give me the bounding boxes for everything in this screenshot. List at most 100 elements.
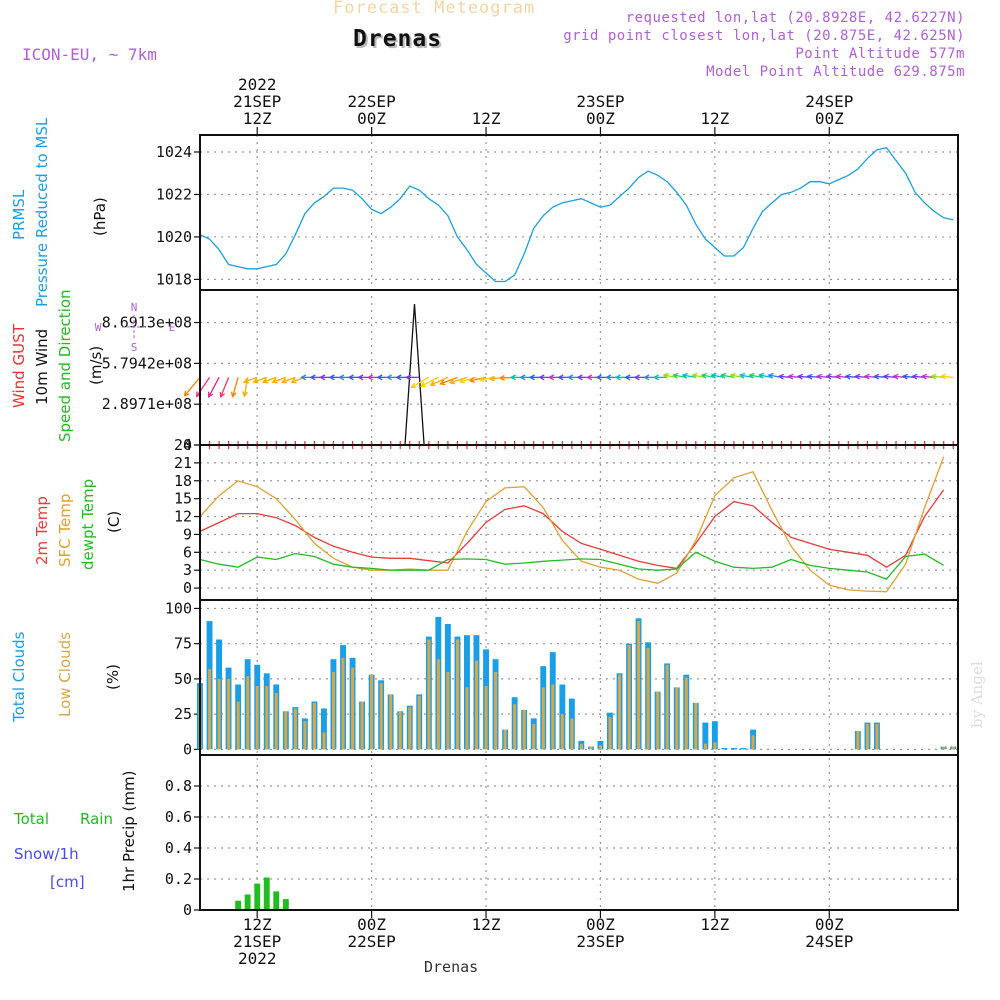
wind-arrow-head xyxy=(376,374,383,381)
top-time-label: 2022 xyxy=(238,75,277,94)
wind-arrow-head xyxy=(738,372,746,379)
footer-station: Drenas xyxy=(424,958,479,976)
cloud-low-bar xyxy=(875,724,879,750)
clouds-ytick-label: 0 xyxy=(183,740,192,758)
cloud-low-bar xyxy=(494,671,498,750)
wind-arrow xyxy=(232,377,239,397)
wind-arrow-head xyxy=(633,374,640,381)
wind-arrow-head xyxy=(488,375,495,382)
wind-arrow-head xyxy=(806,373,813,380)
cloud-total-bar xyxy=(731,748,737,750)
station-title: Drenas xyxy=(353,26,443,52)
cloud-low-bar xyxy=(274,693,278,750)
wind-arrow-head xyxy=(757,372,765,379)
temp-ytick-label: 3 xyxy=(183,561,192,579)
wind-arrow-head xyxy=(586,374,593,381)
rain-bar xyxy=(273,891,280,910)
cloud-low-bar xyxy=(312,702,316,750)
wind-arrow-head xyxy=(410,382,417,389)
wind-arrow xyxy=(420,376,439,387)
panel-frame-pressure xyxy=(199,134,959,291)
precip-ytick-label: 0.6 xyxy=(165,808,192,826)
compass-n: N xyxy=(131,301,138,314)
cloud-low-bar xyxy=(751,735,755,750)
snow-label: Snow/1h xyxy=(14,845,79,863)
cloud-low-bar xyxy=(503,729,507,750)
cloud-low-bar xyxy=(694,702,698,750)
wind-arrow-head xyxy=(777,373,785,380)
wind-arrow-head xyxy=(729,372,736,379)
cloud-low-bar xyxy=(436,659,440,750)
wind-arrow-head xyxy=(787,373,794,380)
wind-arrow-head xyxy=(854,373,861,380)
cloud-low-bar xyxy=(389,694,393,750)
precip-ytick-label: 0 xyxy=(183,901,192,919)
panel-frame-temperature xyxy=(199,444,959,601)
snow-unit: [cm] xyxy=(50,873,85,891)
wind-arrow xyxy=(711,374,725,379)
precip-ytick-label: 0.8 xyxy=(165,777,192,795)
wind-arrow-head xyxy=(710,372,717,379)
wind-arrow-head xyxy=(347,374,354,381)
cloud-low-bar xyxy=(618,674,621,750)
temp-ytick-label: 18 xyxy=(174,472,192,490)
model-altitude: Model Point Altitude 629.875m xyxy=(706,64,965,80)
top-time-label: 22SEP xyxy=(348,92,396,111)
cloud-low-bar xyxy=(417,695,421,750)
rain-bar xyxy=(263,877,270,910)
wind-arrow-head xyxy=(825,373,832,380)
bottom-time-label: 21SEP xyxy=(233,932,281,951)
cloud-low-bar xyxy=(322,732,326,750)
bottom-time-label: 00Z xyxy=(586,915,615,934)
point-altitude: Point Altitude 577m xyxy=(795,46,965,62)
precip-ytick-label: 0.2 xyxy=(165,870,192,888)
wind-arrow xyxy=(682,374,696,379)
cloud-low-bar xyxy=(408,707,412,750)
temp-ytick-label: 12 xyxy=(174,508,192,526)
cloud-low-bar xyxy=(560,714,564,750)
cloud-low-bar xyxy=(246,676,250,750)
wind-arrow-head xyxy=(419,381,427,387)
wind-arrow-head xyxy=(395,374,402,381)
wind-arrow-head xyxy=(242,377,250,384)
wind-arrow xyxy=(759,374,773,379)
cloud-low-bar xyxy=(293,708,297,750)
cloud-total-bar xyxy=(702,722,709,750)
pressure-line xyxy=(199,146,954,283)
cloud-low-bar xyxy=(865,724,869,750)
temp-ytick-label: 21 xyxy=(174,454,192,472)
wind-arrow-head xyxy=(557,374,564,381)
rain-bar xyxy=(282,899,289,910)
cloud-low-bar xyxy=(284,711,288,750)
wind-arrow xyxy=(450,376,468,384)
wind-arrow-head xyxy=(468,377,475,383)
wind-arrow-head xyxy=(595,374,602,381)
wind-arrow-head xyxy=(901,373,908,380)
requested-coords: requested lon,lat (20.8928E, 42.6227N) xyxy=(625,10,965,26)
top-time-label: 12Z xyxy=(472,109,501,128)
wind-arrow-head xyxy=(448,378,456,385)
wind-arrow xyxy=(184,376,201,397)
cloud-low-bar xyxy=(475,660,478,750)
bottom-time-label: 2022 xyxy=(238,949,277,968)
top-time-label: 00Z xyxy=(586,109,615,128)
wind-arrow-head xyxy=(700,372,708,379)
wind-arrow-head xyxy=(911,373,918,380)
wind-arrow-head xyxy=(458,377,466,384)
cloud-low-bar xyxy=(627,645,631,750)
top-time-label: 12Z xyxy=(700,109,729,128)
cloud-low-bar xyxy=(703,743,707,750)
cloud-total-bar xyxy=(321,708,327,750)
wind-arrow-head xyxy=(920,373,928,380)
bottom-time-label: 12Z xyxy=(243,915,272,934)
cloud-low-bar xyxy=(856,731,860,750)
wind-arrow xyxy=(721,374,735,379)
clouds-ytick-label: 50 xyxy=(174,670,192,688)
wind-arrow-head xyxy=(614,374,621,381)
cloud-low-bar xyxy=(332,671,335,750)
gridpoint-coords: grid point closest lon,lat (20.875E, 42.… xyxy=(563,28,965,44)
wind-arrow xyxy=(941,375,954,379)
temp-ytick-label: 0 xyxy=(183,579,192,597)
pressure-ytick-label: 1018 xyxy=(156,270,192,288)
